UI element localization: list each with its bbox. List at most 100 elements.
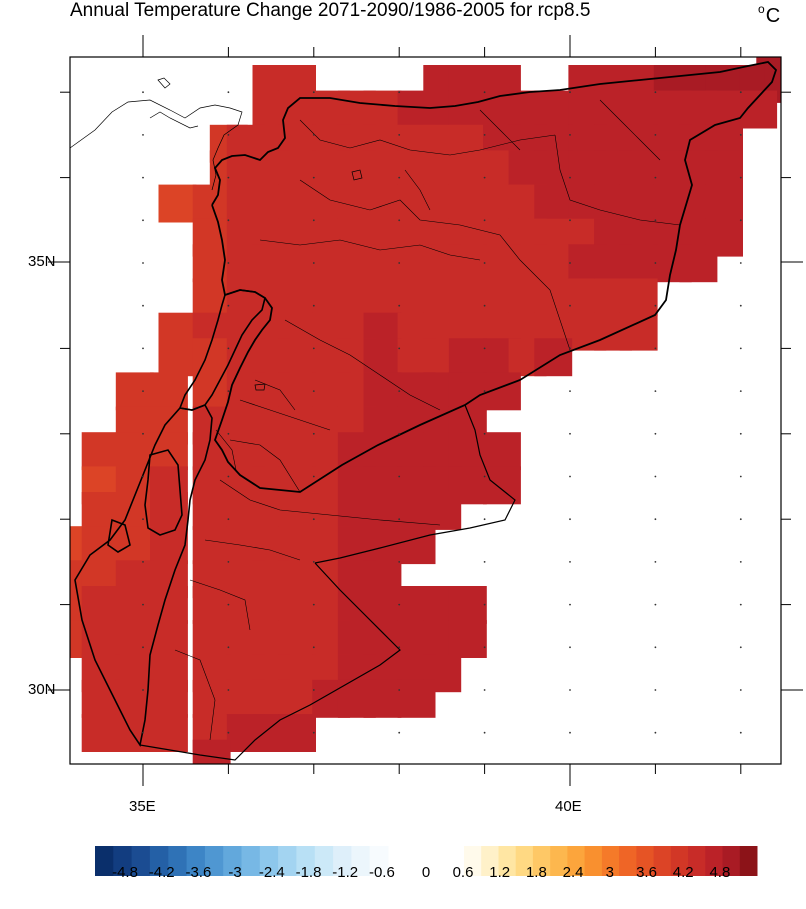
grid-dot [654,603,657,606]
grid-cell [448,244,487,283]
grid-dot [398,603,401,606]
grid-cell [397,526,436,565]
grid-dot [739,304,742,307]
grid-cell [363,150,402,189]
grid-dot [483,432,486,435]
grid-cell [81,679,120,718]
grid-cell [483,466,521,505]
grid-cell [158,184,197,223]
grid-dot [398,475,401,478]
grid-dot [569,134,571,136]
grid-dot [654,347,657,350]
grid-dot [483,134,486,136]
grid-dot [227,304,230,307]
grid-dot [142,561,144,563]
grid-dot [739,347,742,350]
grid-cell [150,586,188,624]
colorbar-swatch [296,846,316,876]
grid-cell [150,714,188,752]
grid-dot [227,731,230,734]
grid-cell [448,586,487,624]
grid-dot [312,518,315,521]
colorbar-swatch [149,846,169,876]
colorbar-tick-label: 0 [421,864,431,881]
grid-cell [619,312,658,351]
grid-cell [534,90,573,129]
map-border [69,56,782,765]
grid-cell [363,90,402,129]
grid-cell [448,432,487,471]
grid-dot [227,561,230,563]
grid-dot [483,219,486,222]
grid-dot [654,646,657,649]
grid-cell [534,184,573,223]
grid-cell [192,679,231,718]
grid-cell [363,620,402,658]
colorbar-swatch [464,846,482,876]
grid-cell [363,372,402,411]
grid-dot [398,347,401,350]
grid-dot [483,646,486,649]
colorbar-tick-label: -4.8 [112,864,138,881]
grid-cell [278,526,316,565]
grid-dot [142,432,144,435]
grid-dot [398,304,401,307]
grid-cell [150,679,188,718]
grid-dot [227,603,230,606]
grid-cell [448,150,487,189]
grid-cell [363,184,402,223]
grid-cell [192,492,231,530]
grid-dot [654,91,657,94]
grid-cell [278,586,316,624]
colorbar-swatch [653,846,672,876]
grid-dot [569,603,571,606]
colorbar-swatch [515,846,534,876]
grid-dot [483,689,486,691]
grid-cell [278,492,316,530]
colorbar-swatch [636,846,655,876]
grid-dot [142,176,144,179]
grid-cell [363,432,402,471]
grid-cell [448,90,487,129]
grid-cell [483,432,521,471]
grid-dot [312,347,315,350]
grid-dot [312,432,315,435]
grid-cell [192,432,231,471]
colorbar-tick-label: -1.2 [332,864,359,881]
grid-dot [398,432,401,435]
grid-dot [227,432,230,435]
grid-dot [142,91,144,94]
colorbar-swatch [567,846,586,876]
units-label: oC [758,2,781,27]
grid-dot [312,646,315,649]
grid-dot [654,134,657,136]
colorbar-swatch [550,846,568,876]
colorbar-tick-label: -1.8 [295,864,322,881]
grid-dot [142,646,144,649]
grid-dot [483,176,486,179]
colorbar-swatch [95,846,114,876]
grid-cell [81,432,120,471]
grid-dot [569,304,571,307]
grid-dot [483,475,486,478]
grid-cell [534,278,573,317]
grid-cell [115,526,154,565]
grid-cell [534,338,573,377]
grid-dot [654,475,657,478]
colorbar-swatch [688,846,706,876]
grid-dot [654,561,657,563]
grid-dot [227,689,230,691]
colorbar-swatch [722,846,741,876]
colorbar-tick-label: 2.4 [562,864,584,881]
colorbar-tick-label: -2.4 [258,864,285,881]
colorbar-tick-label: -0.6 [368,864,395,881]
colorbar-swatch [498,846,517,876]
grid-dot [142,731,144,734]
grid-dot [227,646,230,649]
grid-cell [448,372,487,411]
colorbar-tick-label: 3 [605,864,614,881]
grid-dot [398,689,401,691]
grid-dot [398,561,401,563]
grid-dot [227,134,230,136]
grid-dot [569,219,571,222]
